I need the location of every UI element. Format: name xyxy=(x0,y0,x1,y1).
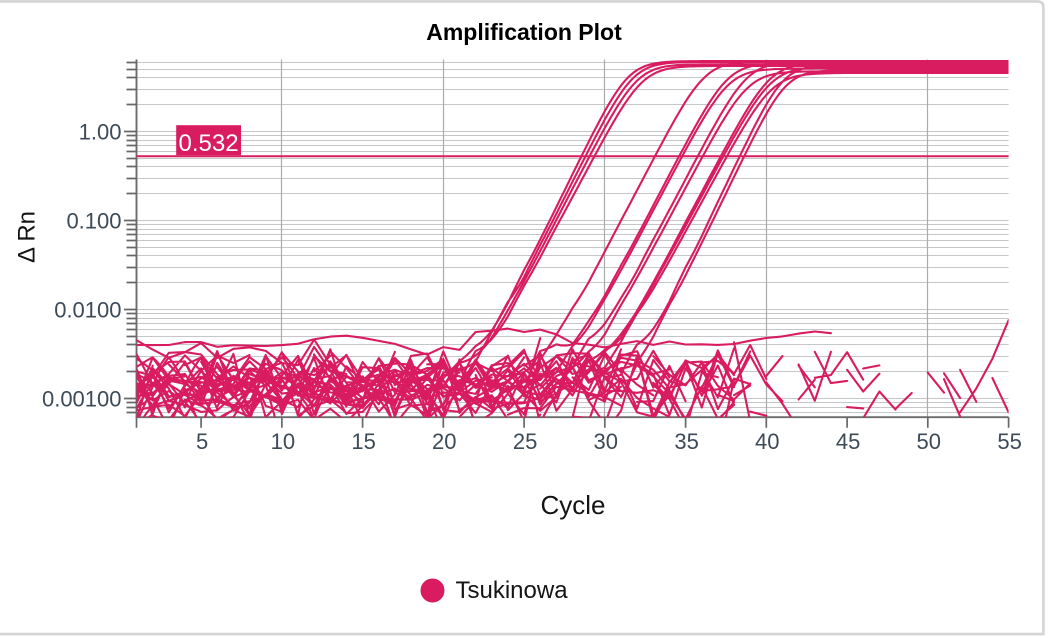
svg-text:40: 40 xyxy=(755,429,779,454)
svg-text:0.00100: 0.00100 xyxy=(42,386,122,411)
svg-text:0.532: 0.532 xyxy=(179,130,239,157)
svg-text:Tsukinowa: Tsukinowa xyxy=(456,577,569,604)
svg-text:25: 25 xyxy=(513,429,537,454)
svg-text:45: 45 xyxy=(836,429,860,454)
svg-text:20: 20 xyxy=(432,429,456,454)
svg-text:Amplification Plot: Amplification Plot xyxy=(426,19,622,45)
svg-text:Cycle: Cycle xyxy=(540,490,605,520)
svg-text:55: 55 xyxy=(997,429,1021,454)
svg-text:15: 15 xyxy=(351,429,375,454)
svg-text:50: 50 xyxy=(917,429,941,454)
svg-text:35: 35 xyxy=(674,429,698,454)
svg-text:Δ Rn: Δ Rn xyxy=(14,211,41,263)
svg-text:0.100: 0.100 xyxy=(66,208,121,233)
svg-text:10: 10 xyxy=(271,429,295,454)
svg-text:5: 5 xyxy=(196,429,208,454)
svg-text:1.00: 1.00 xyxy=(79,119,122,144)
svg-text:30: 30 xyxy=(594,429,618,454)
svg-text:0.0100: 0.0100 xyxy=(54,297,121,322)
